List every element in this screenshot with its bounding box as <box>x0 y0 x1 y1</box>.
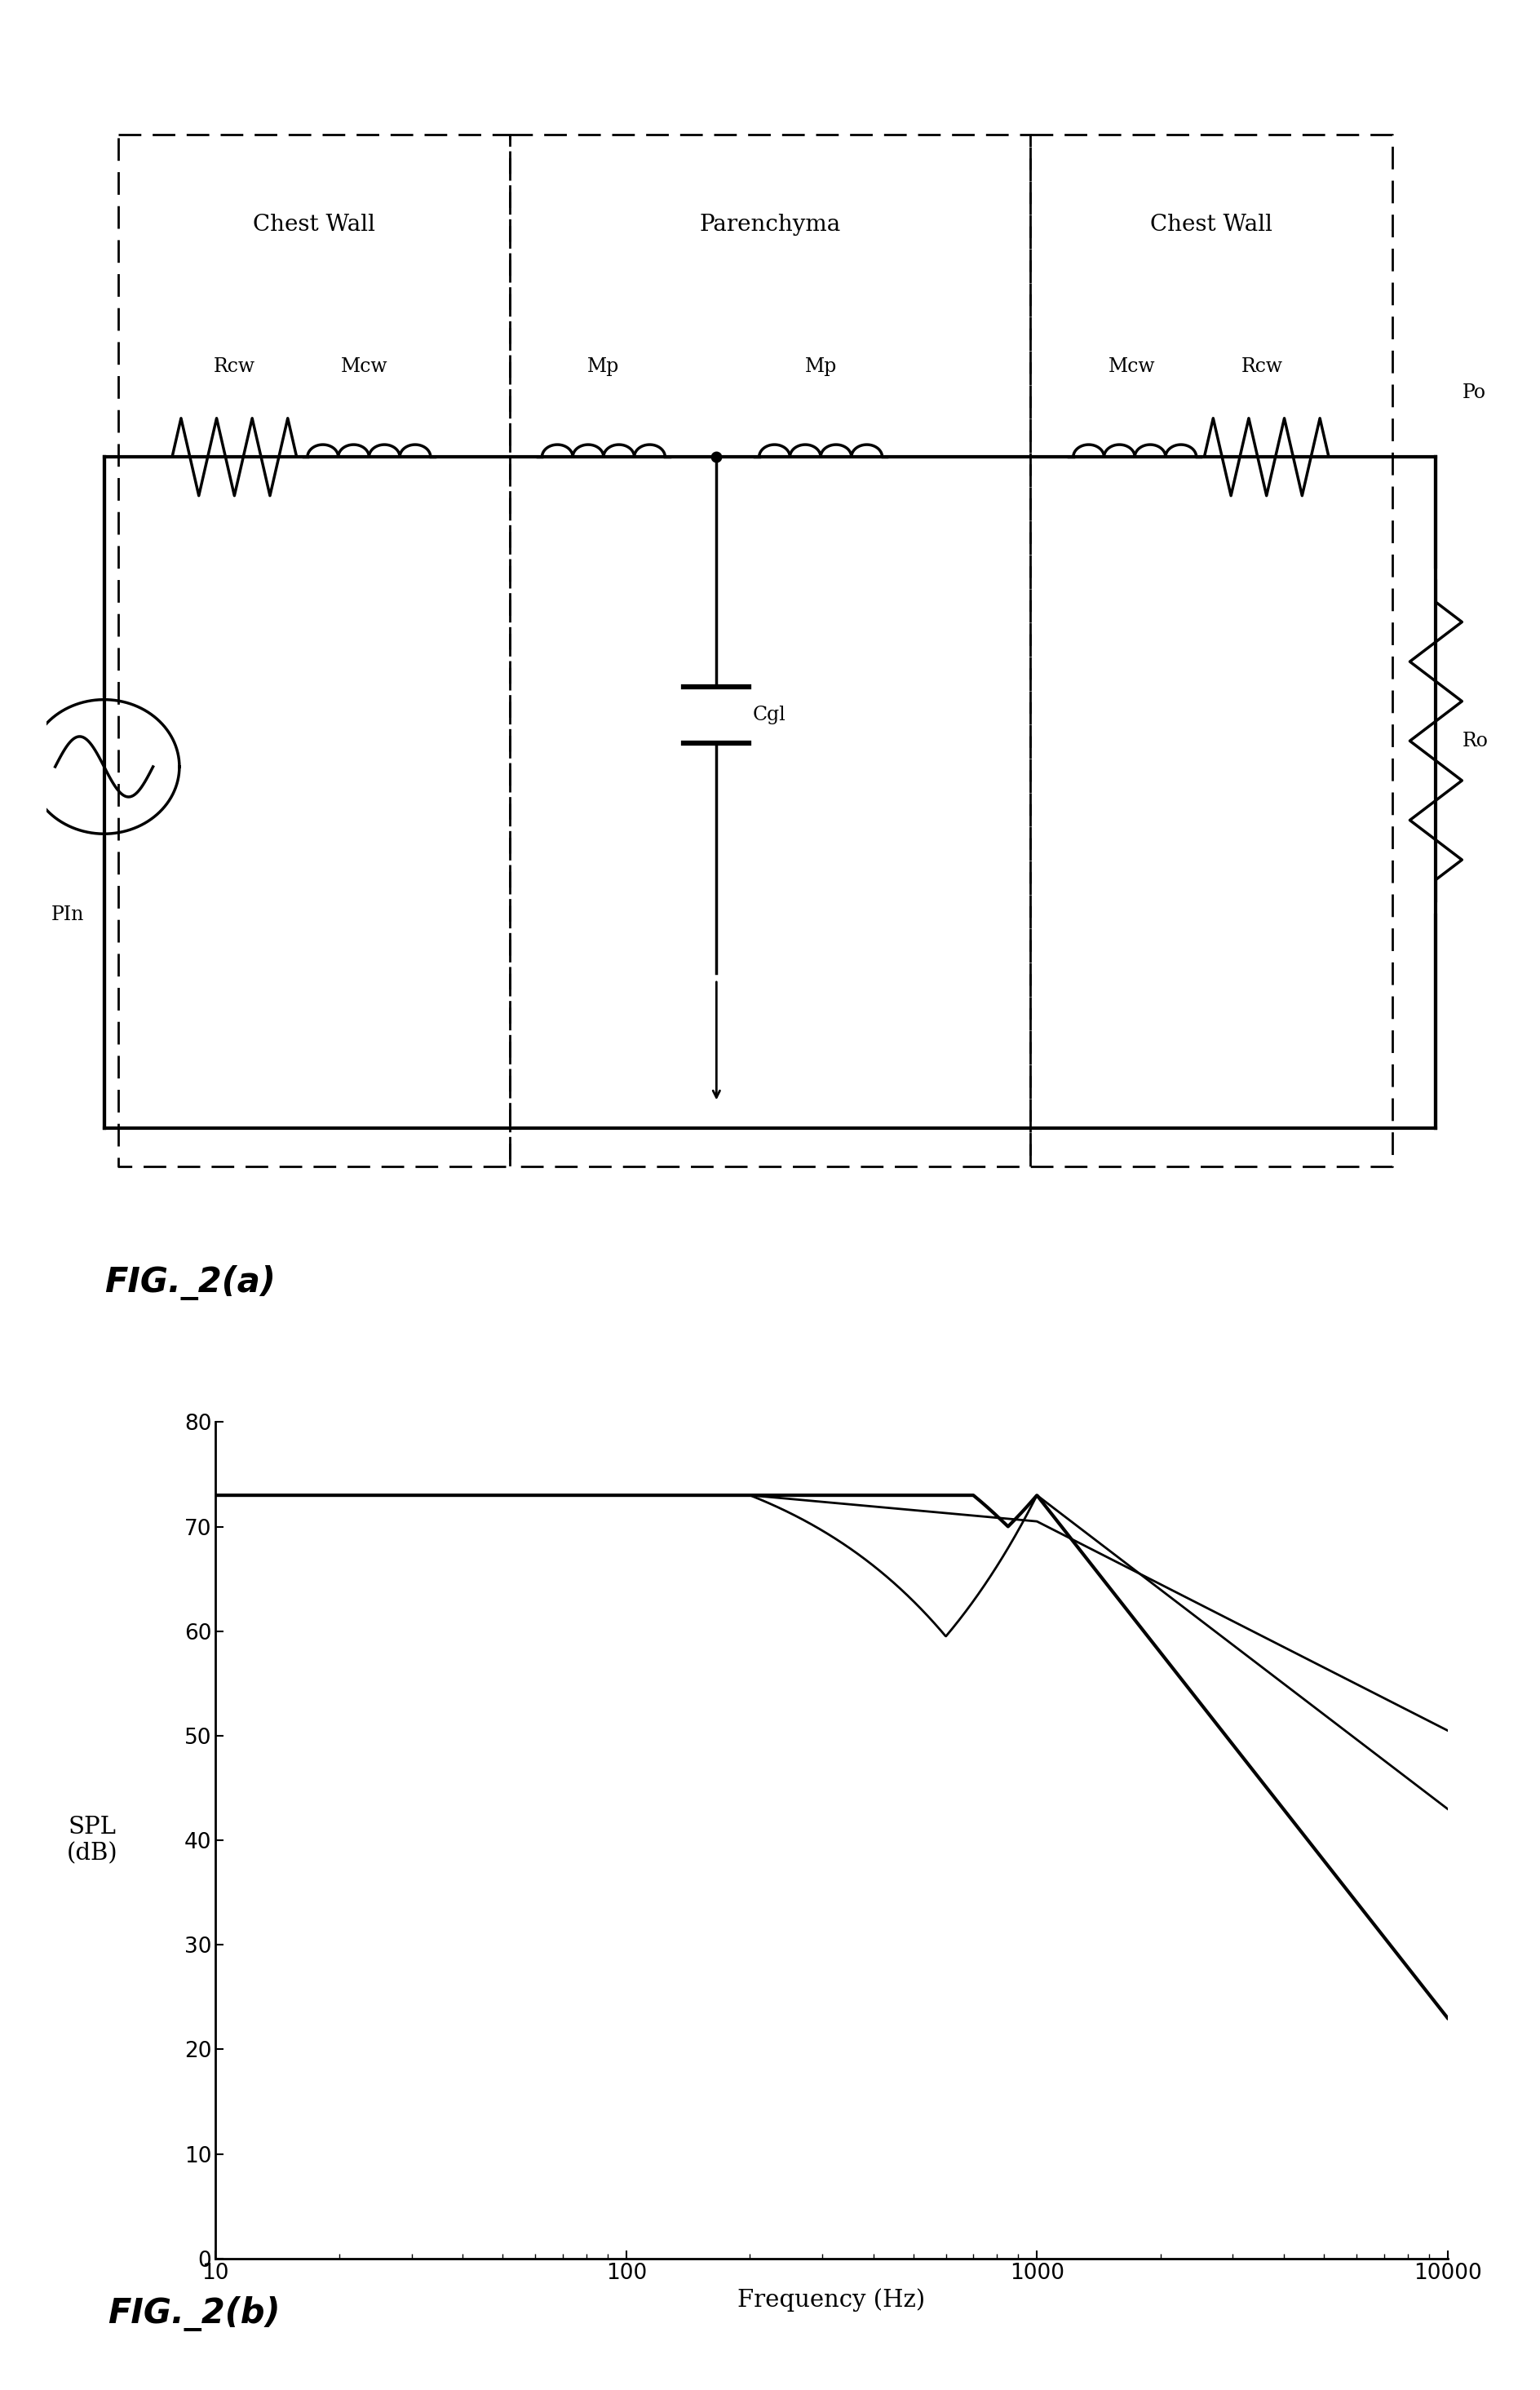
Text: Cgl: Cgl <box>753 705 785 724</box>
Text: Mp: Mp <box>587 356 619 375</box>
Text: Rcw: Rcw <box>1241 356 1283 375</box>
Y-axis label: SPL
(dB): SPL (dB) <box>66 1816 119 1864</box>
Text: PIn: PIn <box>51 906 85 925</box>
Text: Ro: Ro <box>1461 731 1488 750</box>
Text: FIG._2(a): FIG._2(a) <box>105 1264 276 1300</box>
Text: Parenchyma: Parenchyma <box>699 213 841 237</box>
Text: FIG._2(b): FIG._2(b) <box>108 2297 280 2330</box>
Text: Mcw: Mcw <box>1109 356 1155 375</box>
Text: Chest Wall: Chest Wall <box>253 213 376 237</box>
Text: Po: Po <box>1461 382 1486 402</box>
Text: Chest Wall: Chest Wall <box>1150 213 1272 237</box>
Text: Mcw: Mcw <box>342 356 388 375</box>
X-axis label: Frequency (Hz): Frequency (Hz) <box>738 2287 926 2311</box>
Text: Mp: Mp <box>804 356 836 375</box>
Text: Rcw: Rcw <box>214 356 256 375</box>
